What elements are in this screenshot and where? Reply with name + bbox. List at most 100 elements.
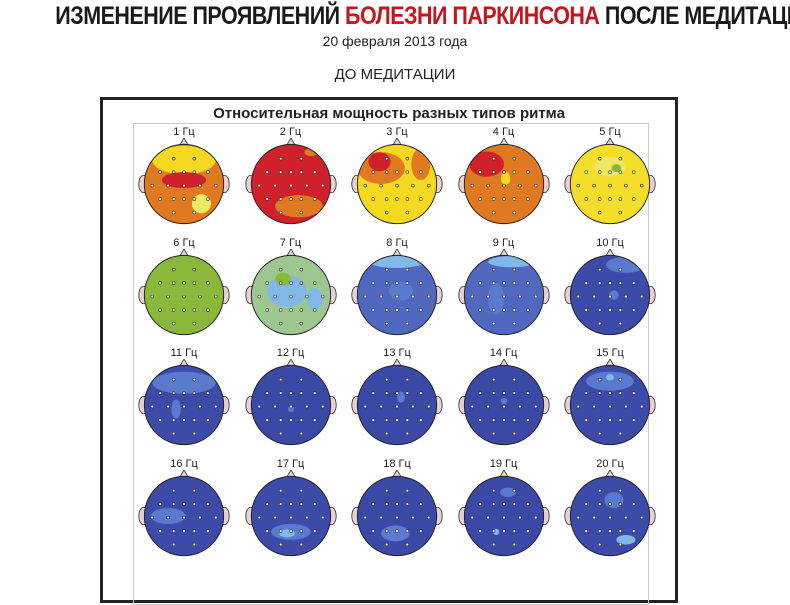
electrode [533, 515, 537, 519]
head-map [138, 248, 230, 335]
electrode [618, 501, 623, 506]
electrode [405, 170, 410, 174]
electrode [525, 170, 529, 174]
electrode [512, 307, 516, 312]
electrode [299, 418, 303, 422]
electrode [206, 528, 210, 533]
electrode [491, 431, 495, 436]
electrode [214, 515, 218, 519]
electrode [405, 528, 410, 533]
electrode [478, 280, 482, 285]
head-outline [250, 254, 331, 335]
electrode [214, 183, 218, 188]
electrode [214, 404, 218, 409]
topomap-12: 12 Гц [241, 347, 341, 457]
head-map [244, 359, 337, 446]
electrode [533, 404, 537, 409]
electrode [512, 280, 516, 285]
head-outline [356, 364, 438, 446]
electrode [257, 515, 261, 519]
electrode [166, 404, 170, 409]
electrode [608, 418, 612, 422]
electrode [299, 156, 303, 161]
electrode [584, 391, 588, 395]
frequency-label: 7 Гц [279, 236, 302, 249]
electrode [171, 488, 176, 492]
electrode [299, 528, 303, 533]
electrode [384, 267, 389, 271]
electrode [632, 391, 636, 395]
electrode [278, 210, 282, 215]
electrode [299, 488, 303, 492]
power-region [468, 151, 504, 177]
electrode [501, 307, 506, 312]
electrode [478, 528, 482, 533]
electrode [512, 156, 516, 161]
head-map [564, 248, 656, 335]
electrode [166, 294, 170, 298]
topomap-18: 18 Гц [347, 458, 447, 568]
electrode [395, 294, 399, 298]
electrode [171, 321, 176, 325]
head-outline [569, 475, 651, 556]
electrode [384, 542, 389, 546]
head-outline [463, 475, 544, 556]
power-region [274, 272, 291, 285]
electrode [182, 501, 186, 506]
head-map [244, 469, 337, 556]
head-map [457, 359, 550, 446]
electrode [501, 501, 506, 506]
electrode [419, 418, 423, 422]
head-map [138, 138, 230, 225]
electrode [597, 307, 602, 312]
electrode [491, 528, 495, 533]
electrode [299, 377, 303, 382]
electrode [525, 280, 529, 285]
electrode [624, 404, 628, 409]
electrode [584, 501, 588, 506]
electrode [640, 183, 644, 188]
power-region [606, 256, 646, 273]
electrode [470, 294, 474, 298]
electrode [640, 515, 644, 519]
head-map [351, 359, 443, 446]
electrode [150, 515, 154, 519]
electrode [206, 418, 210, 422]
electrode [192, 156, 197, 161]
topomap-6: 6 Гц [134, 237, 234, 347]
power-region [500, 397, 507, 405]
electrode [533, 294, 537, 298]
electrode [592, 515, 596, 519]
electrode [618, 377, 623, 382]
electrode [419, 197, 423, 201]
electrode [288, 515, 293, 519]
electrode [419, 391, 423, 395]
electrode [371, 197, 375, 201]
electrode [384, 391, 389, 395]
electrode [618, 280, 623, 285]
electrode [278, 377, 282, 382]
electrode [171, 431, 176, 436]
head-outline [250, 143, 331, 225]
electrode [470, 515, 474, 519]
electrode [525, 418, 529, 422]
electrode [299, 307, 303, 312]
electrode [517, 294, 522, 298]
electrode [405, 488, 410, 492]
electrode [597, 267, 602, 271]
power-region [368, 152, 391, 172]
electrode [182, 404, 186, 409]
electrode [608, 501, 612, 506]
electrode [405, 418, 410, 422]
electrode [478, 170, 482, 174]
electrode [371, 528, 375, 533]
electrode [405, 501, 410, 506]
electrode [288, 418, 293, 422]
electrode [371, 170, 375, 174]
electrode [411, 183, 415, 188]
power-region [287, 405, 294, 413]
electrode [597, 528, 602, 533]
electrode [320, 404, 324, 409]
electrode [198, 404, 202, 409]
electrode [405, 280, 410, 285]
